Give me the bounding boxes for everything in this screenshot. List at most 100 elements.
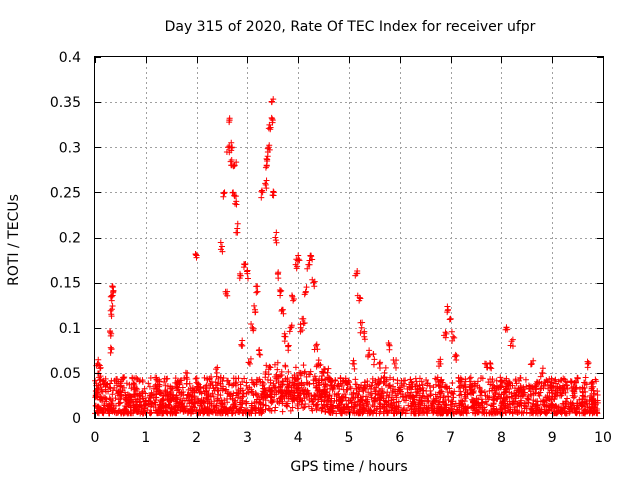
data-point <box>497 382 504 389</box>
data-point <box>397 391 404 398</box>
data-point <box>232 200 239 207</box>
data-point-background <box>312 392 319 399</box>
data-point <box>107 349 114 356</box>
data-point-background <box>164 396 171 403</box>
data-point-background <box>110 405 117 412</box>
data-point-background <box>292 382 299 389</box>
data-point-background <box>194 380 201 387</box>
data-point-background <box>268 394 275 401</box>
data-point-background <box>352 381 359 388</box>
data-point <box>244 275 251 282</box>
data-point-background <box>582 374 589 381</box>
data-point <box>314 346 321 353</box>
data-point <box>188 396 195 403</box>
data-point-background <box>356 398 363 405</box>
data-point-background <box>288 395 295 402</box>
data-point-background <box>193 379 200 386</box>
data-point-background <box>198 403 205 410</box>
data-point <box>451 334 458 341</box>
data-point-background <box>361 379 368 386</box>
data-point-background <box>359 400 366 407</box>
data-point <box>509 336 516 343</box>
data-point <box>304 265 311 272</box>
data-point <box>110 289 117 296</box>
data-point <box>98 395 105 402</box>
data-point <box>257 351 264 358</box>
data-point-background <box>498 400 505 407</box>
data-point <box>109 283 116 290</box>
data-point-background <box>543 410 550 417</box>
data-point-background <box>340 406 347 413</box>
data-point-background <box>372 398 379 405</box>
data-point <box>281 330 288 337</box>
data-point-background <box>376 410 383 417</box>
data-point <box>108 313 115 320</box>
data-point-background <box>258 409 265 416</box>
data-point-background <box>497 405 504 412</box>
data-point-background <box>338 398 345 405</box>
x-tick-label: 3 <box>243 430 252 446</box>
data-point-background <box>298 387 305 394</box>
data-point-background <box>366 408 373 415</box>
data-point-background <box>305 403 312 410</box>
data-point <box>310 279 317 286</box>
data-point <box>120 374 127 381</box>
data-point-background <box>171 409 178 416</box>
data-point-background <box>243 390 250 397</box>
data-point <box>365 352 372 359</box>
data-point <box>159 402 166 409</box>
data-point-background <box>380 380 387 387</box>
data-point-background <box>340 386 347 393</box>
data-point <box>203 387 210 394</box>
data-point <box>301 291 308 298</box>
data-point <box>296 257 303 264</box>
data-point-background <box>407 402 414 409</box>
data-point <box>233 201 240 208</box>
data-point-background <box>573 378 580 385</box>
x-tick-label: 1 <box>141 430 150 446</box>
data-point-background <box>232 375 239 382</box>
data-point <box>172 379 179 386</box>
data-point-background <box>437 410 444 417</box>
data-point-background <box>192 375 199 382</box>
data-point <box>198 397 205 404</box>
data-point-background <box>557 408 564 415</box>
data-point <box>107 307 114 314</box>
data-point <box>108 306 115 313</box>
data-point-background <box>392 405 399 412</box>
data-point <box>94 385 101 392</box>
data-point-background <box>389 402 396 409</box>
data-point <box>228 157 235 164</box>
data-point-background <box>301 381 308 388</box>
data-point <box>288 322 295 329</box>
data-point <box>277 292 284 299</box>
data-point <box>254 283 261 290</box>
data-point <box>262 180 269 187</box>
data-point <box>220 193 227 200</box>
data-point-background <box>386 407 393 414</box>
data-point-background <box>92 402 99 409</box>
data-point-background <box>360 393 367 400</box>
data-point <box>179 397 186 404</box>
data-point <box>533 382 540 389</box>
data-point-background <box>98 387 105 394</box>
data-point <box>109 303 116 310</box>
data-point-background <box>248 376 255 383</box>
data-point-background <box>274 398 281 405</box>
data-point-background <box>462 376 469 383</box>
data-point-background <box>389 394 396 401</box>
data-point-background <box>116 400 123 407</box>
data-point-background <box>322 381 329 388</box>
data-point-background <box>161 375 168 382</box>
data-point <box>534 379 541 386</box>
data-point-background <box>270 380 277 387</box>
data-point-background <box>406 384 413 391</box>
data-point-background <box>229 410 236 417</box>
data-point-background <box>490 405 497 412</box>
data-point <box>366 347 373 354</box>
data-point-background <box>153 376 160 383</box>
data-point-background <box>300 405 307 412</box>
data-point <box>115 388 122 395</box>
data-point-background <box>365 389 372 396</box>
data-point-background <box>259 379 266 386</box>
